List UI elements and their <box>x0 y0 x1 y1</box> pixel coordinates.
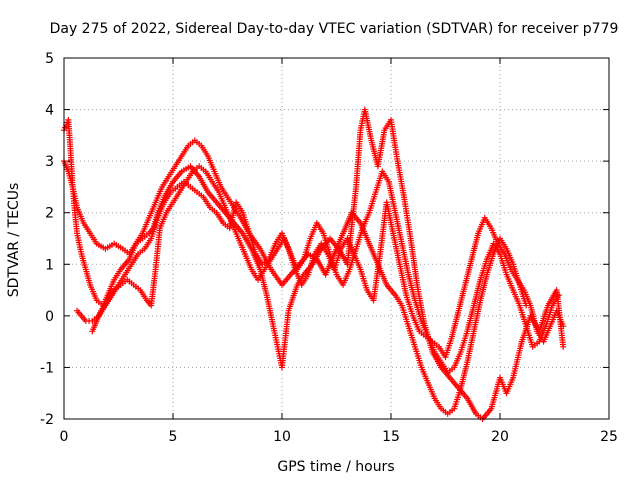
y-tick-label: 1 <box>45 257 54 273</box>
x-tick-labels: 0 5 10 15 20 25 <box>60 429 618 445</box>
chart-title: Day 275 of 2022, Sidereal Day-to-day VTE… <box>50 21 619 37</box>
series-track-3 <box>74 178 567 361</box>
y-tick-label: -2 <box>40 412 54 428</box>
y-tick-label: 2 <box>45 206 54 222</box>
x-tick-label: 25 <box>600 429 618 445</box>
y-tick-label: 3 <box>45 154 54 170</box>
data-points <box>61 106 567 422</box>
plot-frame <box>63 57 610 420</box>
y-tick-label: 5 <box>45 51 54 67</box>
y-axis-label: SDTVAR / TECUs <box>6 183 22 298</box>
x-tick-label: 0 <box>60 429 69 445</box>
y-tick-label: -1 <box>40 360 54 376</box>
y-tick-label: 4 <box>45 103 54 119</box>
axis-ticks <box>63 57 610 420</box>
x-tick-label: 10 <box>273 429 291 445</box>
series-track-4 <box>89 163 562 376</box>
grid-lines <box>64 58 609 419</box>
y-tick-label: 0 <box>45 309 54 325</box>
x-tick-label: 15 <box>382 429 400 445</box>
y-tick-labels: -2 -1 0 1 2 3 4 5 <box>40 51 54 428</box>
data-point <box>560 343 567 350</box>
x-tick-label: 20 <box>491 429 509 445</box>
data-point <box>560 323 567 330</box>
x-tick-label: 5 <box>169 429 178 445</box>
x-axis-label: GPS time / hours <box>277 459 394 475</box>
series-track-2 <box>61 106 567 422</box>
data-point <box>555 292 562 299</box>
